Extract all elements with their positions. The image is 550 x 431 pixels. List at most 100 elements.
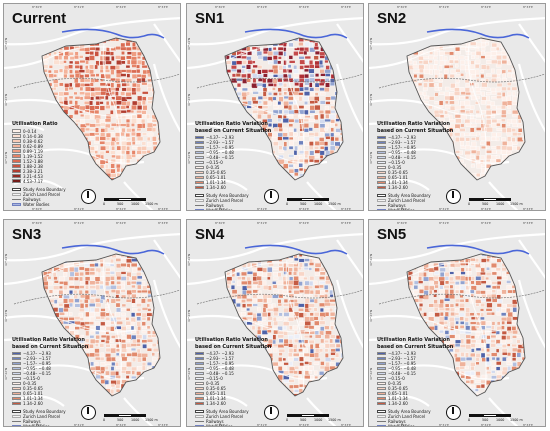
land-parcel <box>79 105 86 111</box>
land-parcel <box>324 69 331 74</box>
land-parcel <box>330 357 335 361</box>
land-parcel <box>293 276 299 281</box>
land-parcel <box>53 59 60 65</box>
land-parcel <box>480 55 486 59</box>
road <box>517 63 545 133</box>
land-parcel <box>247 312 253 316</box>
land-parcel <box>294 119 300 124</box>
land-parcel <box>501 335 507 340</box>
land-parcel <box>288 290 292 294</box>
land-parcel <box>433 276 439 280</box>
land-parcel <box>501 137 506 142</box>
land-parcel <box>475 335 479 339</box>
land-parcel <box>454 271 461 277</box>
land-parcel <box>283 370 290 375</box>
north-arrow-icon <box>264 405 279 420</box>
land-parcel <box>272 132 278 138</box>
land-parcel <box>136 78 142 84</box>
legend-item-boundary: Study Area Boundary <box>12 409 88 414</box>
land-parcel <box>111 123 117 127</box>
legend-item-parcel: Zurich Land Parcel <box>377 198 453 203</box>
land-parcel <box>329 82 335 86</box>
land-parcel <box>79 86 84 91</box>
land-parcel <box>141 330 147 334</box>
land-parcel <box>116 316 123 321</box>
land-parcel <box>136 128 142 132</box>
panel-title: SN5 <box>377 226 407 243</box>
land-parcel <box>428 105 433 110</box>
legend-item: 0.65–1.01 <box>377 391 453 396</box>
x-tick-label: 8°32'E <box>481 207 491 211</box>
land-parcel <box>491 370 496 374</box>
land-parcel <box>115 87 120 92</box>
land-parcel <box>53 285 60 290</box>
legend-label: −2.93– −1.57 <box>206 140 234 145</box>
land-parcel <box>304 91 311 96</box>
land-parcel <box>125 338 131 343</box>
land-parcel <box>266 114 272 119</box>
land-parcel <box>476 173 481 177</box>
land-parcel <box>84 348 89 353</box>
land-parcel <box>95 136 100 142</box>
land-parcel <box>277 136 283 141</box>
land-parcel <box>110 280 115 285</box>
land-parcel <box>89 326 96 331</box>
land-parcel <box>84 95 91 100</box>
land-parcel <box>500 308 507 313</box>
legend-label: 0–0.35 <box>388 381 402 386</box>
land-parcel <box>105 150 110 154</box>
land-parcel <box>79 285 85 289</box>
map-canvas <box>369 220 545 426</box>
legend-label: 1.34–2.60 <box>206 185 226 190</box>
land-parcel <box>142 132 147 136</box>
land-parcel <box>330 105 335 109</box>
land-parcel <box>303 347 308 353</box>
land-parcel <box>282 118 289 123</box>
land-parcel <box>413 276 418 281</box>
land-parcel <box>445 100 449 105</box>
land-parcel <box>262 105 269 109</box>
legend-label: 1.88–2.38 <box>23 163 43 169</box>
land-parcel <box>480 275 485 281</box>
land-parcel <box>308 370 313 374</box>
land-parcel <box>115 338 122 343</box>
land-parcel <box>282 366 288 371</box>
land-parcel <box>288 55 293 60</box>
legend-swatch-railway <box>12 421 21 422</box>
x-tick-label: 8°33'E <box>158 221 168 225</box>
scale-bar-label: 500 <box>482 418 489 422</box>
legend-label: Railways <box>206 203 224 208</box>
map-legend: Utilisation Ratio Variation based on Curr… <box>377 121 453 210</box>
land-parcel <box>126 353 133 357</box>
land-parcel <box>497 298 503 304</box>
scale-bar-label: 0 <box>103 418 106 422</box>
land-parcel <box>455 50 461 55</box>
land-parcel <box>106 137 111 141</box>
land-parcel <box>423 69 431 75</box>
scale-bar-segment <box>132 198 146 201</box>
land-parcel <box>501 105 506 110</box>
land-parcel <box>470 132 477 137</box>
land-parcel <box>136 330 140 336</box>
legend-label: Railways <box>23 196 41 202</box>
legend-label: −0.48– −0.15 <box>388 371 416 376</box>
land-parcel <box>485 298 492 302</box>
land-parcel <box>460 275 466 282</box>
land-parcel <box>283 60 288 66</box>
road <box>369 338 410 348</box>
land-parcel <box>443 69 449 74</box>
land-parcel <box>120 46 127 51</box>
land-parcel <box>470 321 477 325</box>
land-parcel <box>459 294 464 298</box>
land-parcel <box>480 308 484 312</box>
land-parcel <box>283 163 289 169</box>
land-parcel <box>90 338 96 344</box>
land-parcel <box>501 145 508 151</box>
land-parcel <box>298 38 304 42</box>
land-parcel <box>63 55 69 60</box>
legend-swatch <box>377 351 386 356</box>
legend-label: 2.38–3.21 <box>23 168 43 174</box>
legend-item: −0.95– −0.48 <box>195 150 271 155</box>
land-parcel <box>506 361 513 365</box>
land-parcel <box>481 163 486 167</box>
